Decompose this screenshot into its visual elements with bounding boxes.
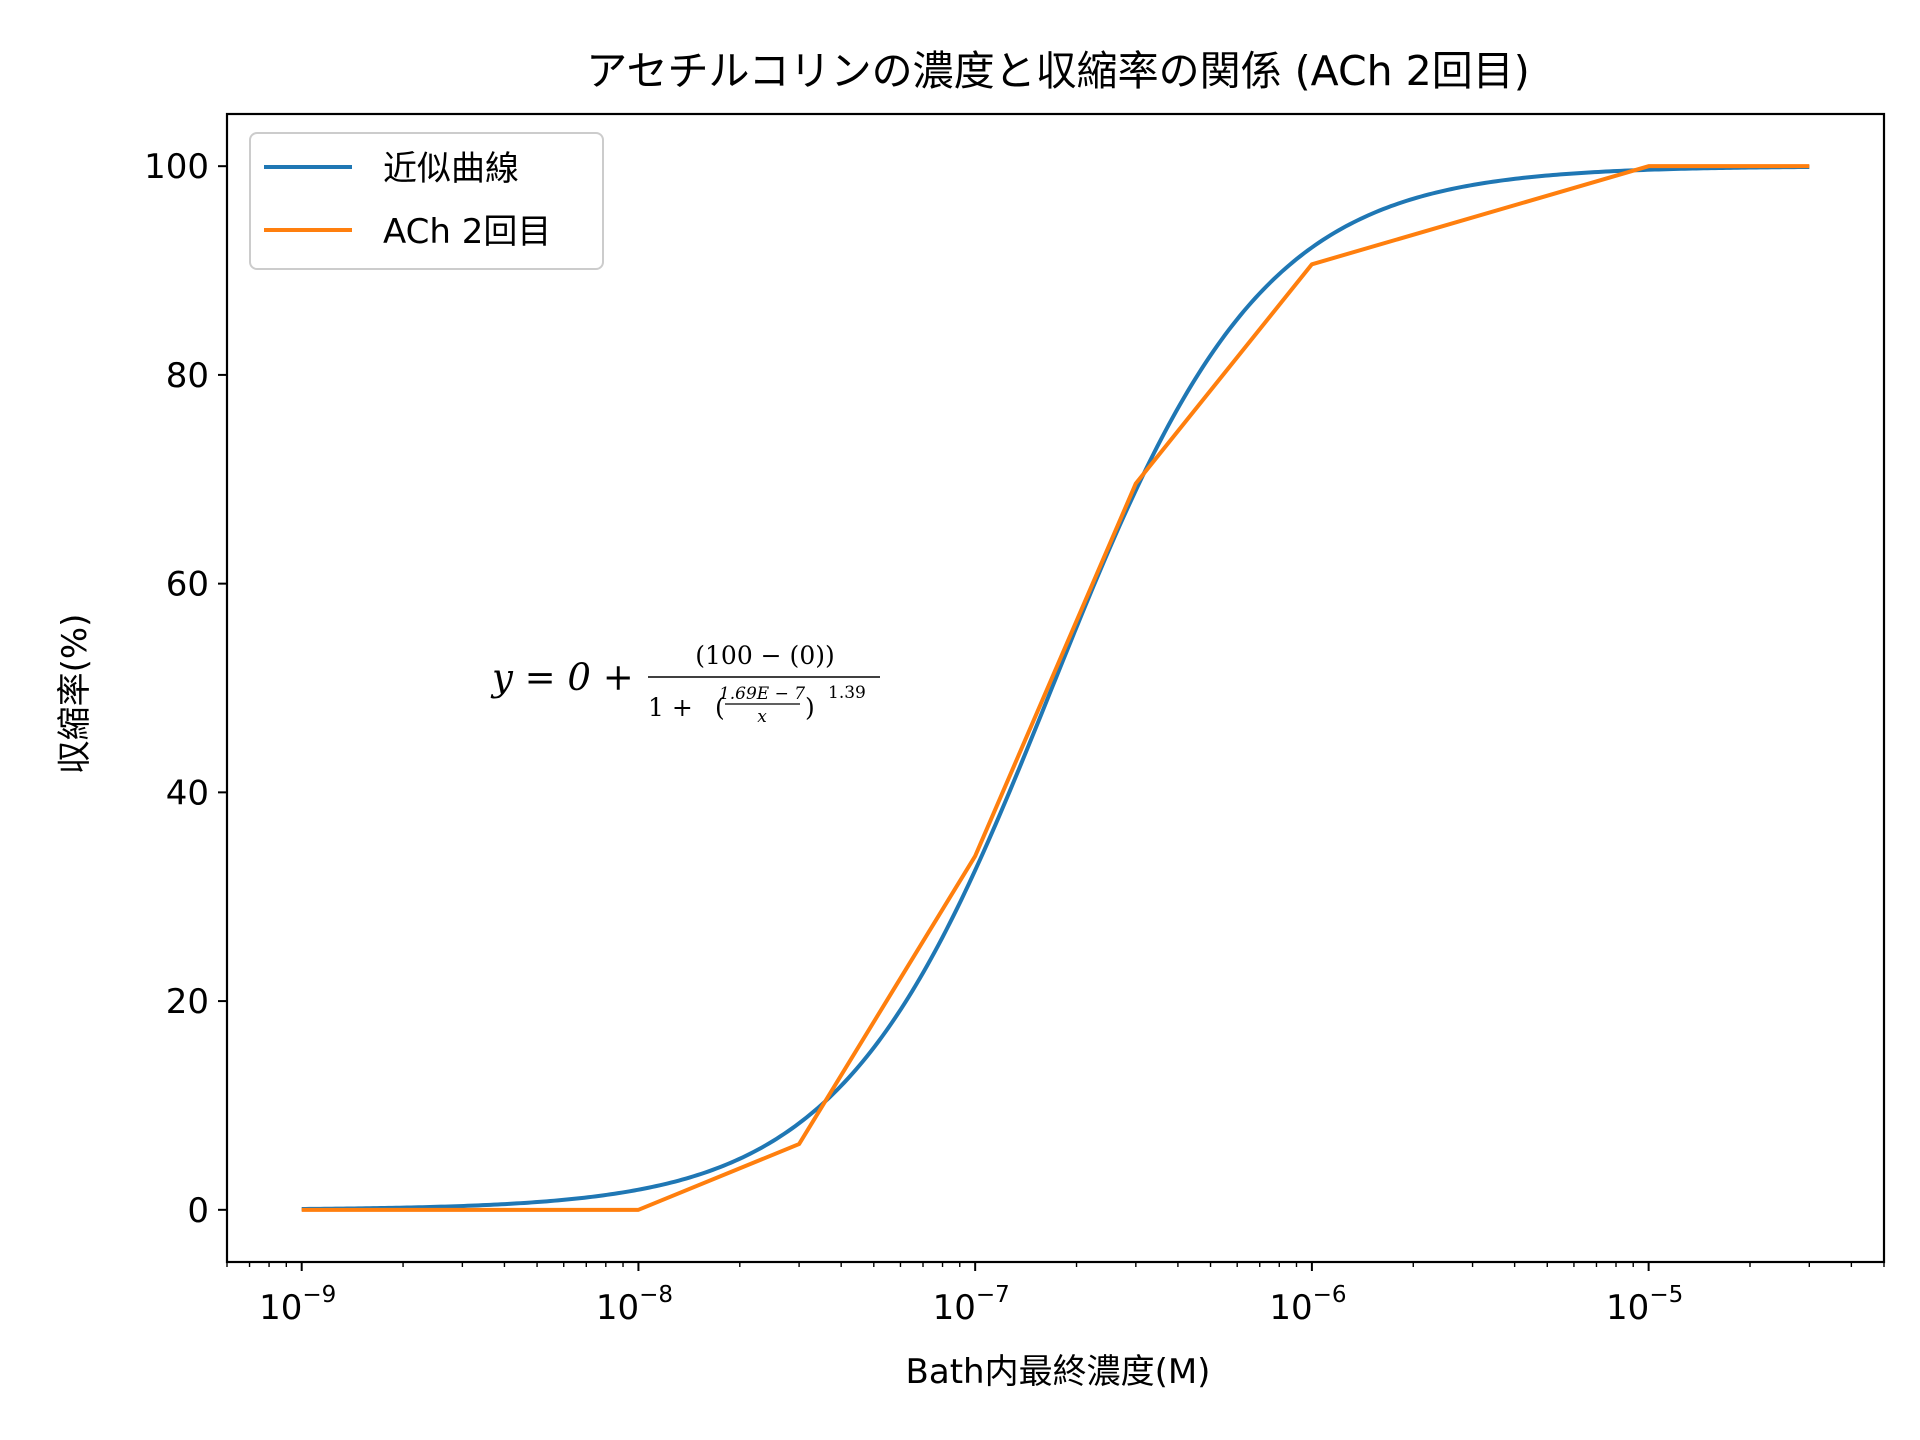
equation-denominator-left: 1 + — [648, 693, 693, 722]
chart-title: アセチルコリンの濃度と収縮率の関係 (ACh 2回目) — [586, 47, 1529, 95]
y-axis: 0 20 40 60 80 100 — [144, 147, 227, 1231]
y-tick-label: 100 — [144, 147, 209, 187]
x-axis-title: Bath内最終濃度(M) — [906, 1352, 1211, 1392]
x-tick-label: 10−9 — [259, 1282, 336, 1328]
legend-label-fit: 近似曲線 — [383, 149, 519, 189]
legend-label-data: ACh 2回目 — [383, 212, 551, 252]
x-tick-label: 10−8 — [596, 1282, 673, 1328]
data-series-line — [301, 164, 1810, 1212]
x-tick-label: 10−5 — [1606, 1282, 1683, 1328]
equation-numerator: (100 − (0)) — [695, 641, 834, 670]
equation-inner-numerator: 1.69E − 7 — [719, 684, 805, 704]
x-tick-label: 10−6 — [1269, 1282, 1346, 1328]
y-axis-title: 収縮率(%) — [55, 614, 95, 775]
equation-open-paren: ( — [715, 693, 725, 722]
equation-inner-denominator: x — [757, 707, 767, 727]
legend: 近似曲線 ACh 2回目 — [249, 132, 604, 270]
y-tick-label: 0 — [187, 1191, 209, 1231]
x-tick-label: 10−7 — [933, 1282, 1010, 1328]
equation-lead: y = 0 + — [490, 656, 634, 699]
x-axis: 10−9 10−8 10−7 10−6 10−5 — [226, 1262, 1885, 1328]
plot-frame — [225, 112, 1886, 1264]
equation-exponent: 1.39 — [828, 683, 866, 703]
y-tick-label: 20 — [166, 982, 209, 1022]
y-tick-label: 80 — [166, 356, 209, 396]
fit-equation-annotation: y = 0 + (100 − (0)) 1 + ( 1.69E − 7 x ) … — [490, 641, 880, 727]
fit-curve-line — [301, 164, 1810, 1211]
equation-close-paren: ) — [805, 693, 815, 722]
y-tick-label: 40 — [166, 773, 209, 813]
y-tick-label: 60 — [166, 565, 209, 605]
series-layer — [301, 164, 1810, 1212]
